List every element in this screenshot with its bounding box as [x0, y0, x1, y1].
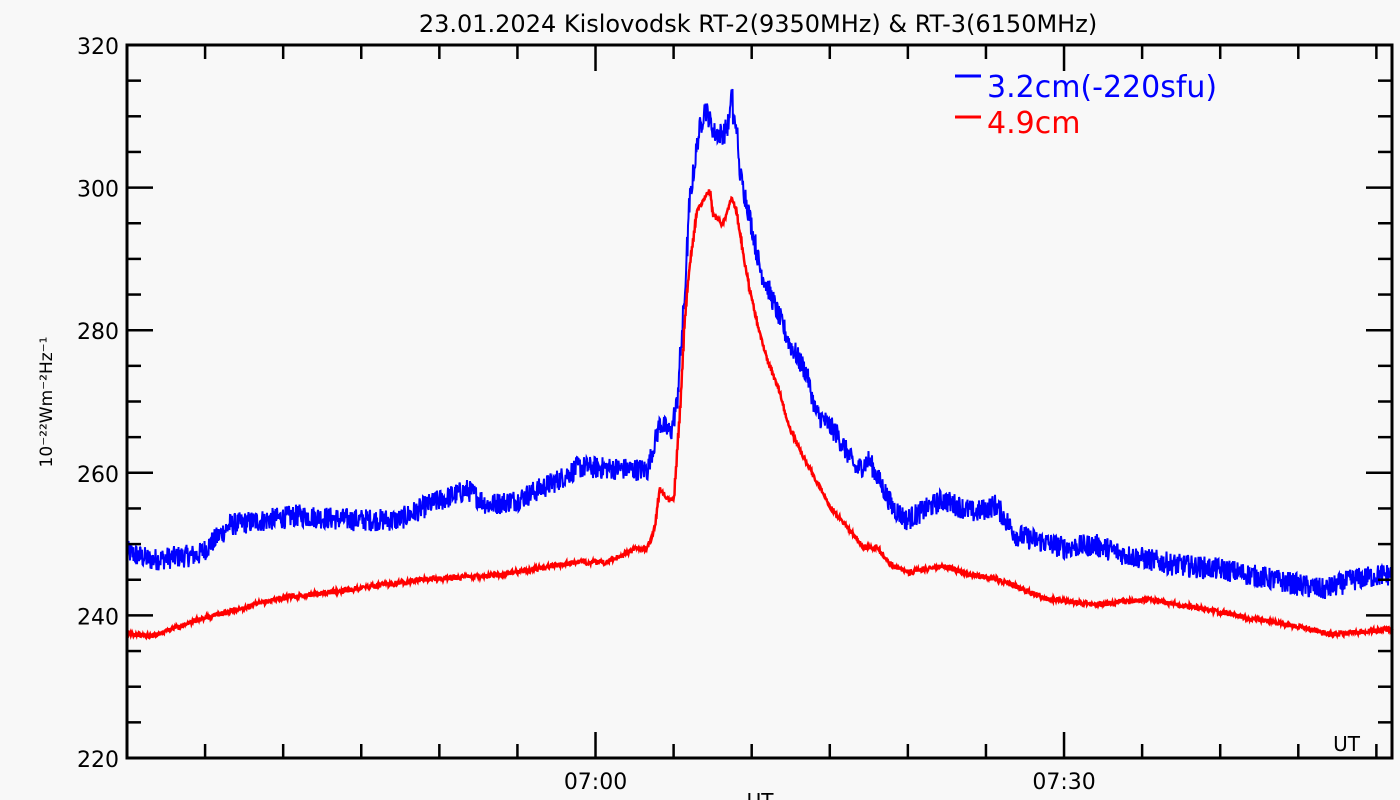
x-tick-label: 07:30	[1032, 770, 1095, 795]
y-tick-label: 300	[77, 178, 119, 203]
chart-title: 23.01.2024 Kislovodsk RT-2(9350MHz) & RT…	[419, 10, 1097, 38]
x-axis-label-inner: UT	[1333, 732, 1361, 756]
y-tick-label: 280	[77, 320, 119, 345]
x-axis-label: UT	[747, 789, 775, 800]
y-axis-label: 10⁻²²Wm⁻²Hz⁻¹	[37, 337, 57, 468]
ticks-layer: 220 240 260 280 300 320 07:00 07:30	[77, 35, 1392, 795]
plot-frame	[125, 43, 1394, 760]
y-tick-label: 260	[77, 463, 119, 488]
series-line-4.9cm	[126, 189, 1394, 641]
y-tick-label: 320	[77, 35, 119, 60]
y-tick-label: 220	[77, 748, 119, 773]
y-tick-label: 240	[77, 605, 119, 630]
series-line-3.2cm	[126, 88, 1394, 600]
series-layer	[126, 88, 1394, 641]
legend-label-blue: 3.2cm(-220sfu)	[987, 70, 1217, 105]
legend: 3.2cm(-220sfu) 4.9cm	[955, 70, 1217, 141]
x-tick-label: 07:00	[564, 770, 627, 795]
legend-label-red: 4.9cm	[987, 106, 1080, 141]
